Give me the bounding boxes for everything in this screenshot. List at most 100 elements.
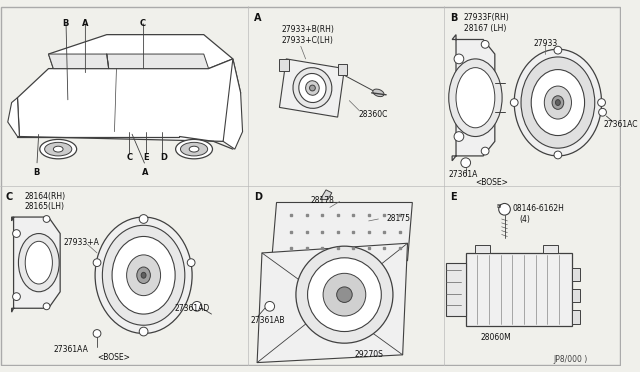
Text: D: D [160, 153, 167, 162]
Text: 27933+B(RH): 27933+B(RH) [282, 25, 334, 34]
Text: A: A [141, 167, 148, 177]
Ellipse shape [141, 272, 146, 278]
Text: C: C [126, 153, 132, 162]
Ellipse shape [299, 74, 326, 103]
Ellipse shape [53, 146, 63, 152]
Ellipse shape [521, 57, 595, 148]
Text: D: D [254, 192, 262, 202]
Text: JP8/000 ): JP8/000 ) [553, 355, 588, 364]
Text: 27361AD: 27361AD [175, 304, 210, 313]
Text: 28164(RH): 28164(RH) [24, 192, 65, 201]
Text: 27933F(RH): 27933F(RH) [464, 13, 509, 22]
Polygon shape [107, 54, 209, 68]
Ellipse shape [175, 140, 212, 159]
Bar [572, 267, 580, 281]
Ellipse shape [189, 146, 199, 152]
Text: 28167 (LH): 28167 (LH) [464, 24, 506, 33]
Ellipse shape [95, 217, 192, 333]
Circle shape [510, 99, 518, 106]
Circle shape [13, 230, 20, 237]
Circle shape [337, 287, 352, 302]
Ellipse shape [449, 59, 502, 137]
Circle shape [308, 258, 381, 331]
Text: 27933: 27933 [533, 39, 557, 48]
Text: <BOSE>: <BOSE> [97, 353, 130, 362]
Bar [338, 64, 348, 76]
Circle shape [461, 158, 470, 167]
Text: B: B [450, 13, 458, 23]
Circle shape [13, 293, 20, 301]
Ellipse shape [514, 49, 602, 156]
Ellipse shape [112, 237, 175, 314]
Circle shape [93, 330, 101, 337]
Ellipse shape [45, 142, 72, 156]
Text: 28165(LH): 28165(LH) [24, 202, 64, 212]
Circle shape [192, 301, 202, 311]
Text: 28175: 28175 [386, 214, 410, 223]
Circle shape [454, 54, 464, 64]
Text: C: C [140, 19, 146, 28]
Bar [572, 310, 580, 324]
Circle shape [598, 99, 605, 106]
Text: 28060M: 28060M [480, 333, 511, 343]
Text: 28360C: 28360C [359, 110, 388, 119]
Text: 27361AC: 27361AC [604, 120, 638, 129]
Text: B: B [33, 167, 40, 177]
Bar [476, 245, 490, 253]
Bar [446, 263, 466, 316]
Text: (4): (4) [519, 215, 530, 224]
Polygon shape [452, 35, 495, 161]
Circle shape [554, 46, 562, 54]
Ellipse shape [137, 267, 150, 283]
Circle shape [296, 246, 393, 343]
Text: E: E [143, 153, 149, 162]
Circle shape [140, 327, 148, 336]
Circle shape [43, 303, 50, 310]
Text: B: B [62, 19, 68, 28]
Ellipse shape [531, 70, 584, 135]
Polygon shape [49, 54, 109, 68]
Polygon shape [257, 243, 408, 363]
Circle shape [499, 203, 510, 215]
Text: 27361AA: 27361AA [53, 345, 88, 354]
Circle shape [265, 301, 275, 311]
Ellipse shape [552, 96, 564, 109]
Circle shape [481, 147, 489, 155]
Ellipse shape [373, 89, 384, 97]
Ellipse shape [19, 234, 59, 292]
Circle shape [43, 216, 50, 222]
Ellipse shape [40, 140, 77, 159]
Circle shape [140, 215, 148, 223]
Circle shape [598, 108, 607, 116]
Ellipse shape [306, 81, 319, 95]
Text: 27361A: 27361A [448, 170, 477, 179]
Bar [572, 289, 580, 302]
Circle shape [454, 132, 464, 141]
Text: 27933+C(LH): 27933+C(LH) [282, 36, 333, 45]
Circle shape [554, 151, 562, 159]
Polygon shape [17, 59, 241, 141]
Polygon shape [320, 190, 332, 200]
Ellipse shape [102, 225, 185, 325]
Bar [466, 253, 572, 326]
Polygon shape [12, 217, 60, 312]
Text: 08146-6162H: 08146-6162H [512, 205, 564, 214]
Ellipse shape [544, 86, 572, 119]
Circle shape [323, 273, 366, 316]
Polygon shape [280, 59, 344, 117]
Polygon shape [8, 98, 19, 137]
Text: A: A [254, 13, 262, 23]
Ellipse shape [25, 241, 52, 284]
Text: 28178: 28178 [310, 196, 334, 205]
Polygon shape [271, 202, 412, 261]
Polygon shape [223, 59, 243, 149]
Text: E: E [450, 192, 457, 202]
Ellipse shape [456, 68, 495, 128]
Bar [280, 59, 289, 71]
Ellipse shape [310, 85, 316, 91]
Circle shape [188, 259, 195, 266]
Ellipse shape [180, 142, 207, 156]
Text: B: B [497, 204, 501, 209]
Text: 27933+A: 27933+A [63, 238, 99, 247]
Ellipse shape [293, 68, 332, 108]
